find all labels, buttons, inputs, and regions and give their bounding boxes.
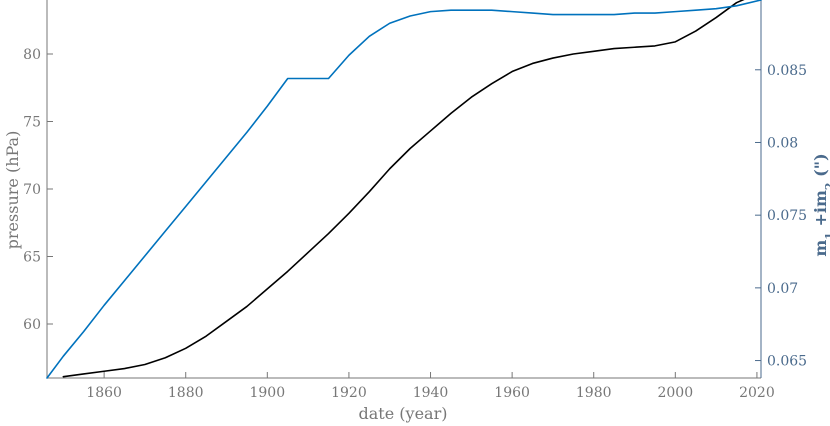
axes: [46, 0, 762, 379]
right-y-axis-title: m1 +im2 ("): [811, 153, 830, 256]
x-tick-label: 1920: [331, 385, 367, 401]
right-y-axis-title-unit: ("): [811, 153, 830, 182]
left-y-tick-label: 60: [23, 317, 41, 333]
x-tick-label: 1880: [168, 385, 204, 401]
x-tick-label: 1960: [494, 385, 530, 401]
series-line-pressure: [62, 0, 745, 378]
series-layer: [46, 0, 762, 379]
x-tick-label: 2000: [657, 385, 693, 401]
x-tick-label: 1940: [413, 385, 449, 401]
x-tick-label: 2020: [739, 385, 775, 401]
left-y-tick-label: 75: [23, 115, 41, 131]
right-y-axis-title-im: +im: [811, 190, 830, 232]
right-y-axis-title-m: m: [811, 240, 830, 257]
right-y-tick-label: 0.08: [767, 135, 798, 151]
right-y-axis-title-sub1: 1: [823, 232, 830, 240]
x-tick-label: 1900: [249, 385, 285, 401]
left-y-tick-label: 80: [23, 47, 41, 63]
x-tick-label: 1980: [576, 385, 612, 401]
left-y-axis-title: pressure (hPa): [3, 131, 22, 250]
ticks-layer: 1860 1880 1900 1920 1940 1960 1980 2000 2020 60 65…: [23, 47, 807, 401]
left-y-tick-label: 70: [23, 182, 41, 198]
right-y-tick-label: 0.065: [767, 354, 807, 370]
right-y-tick-label: 0.075: [767, 208, 807, 224]
right-y-tick-label: 0.07: [767, 281, 798, 297]
right-y-axis-title-sub2: 2: [823, 182, 830, 190]
x-tick-label: 1860: [86, 385, 122, 401]
series-line-m1-im2: [46, 0, 762, 379]
right-y-tick-label: 0.085: [767, 63, 807, 79]
x-axis-title: date (year): [359, 404, 448, 423]
left-y-tick-label: 65: [23, 250, 41, 266]
